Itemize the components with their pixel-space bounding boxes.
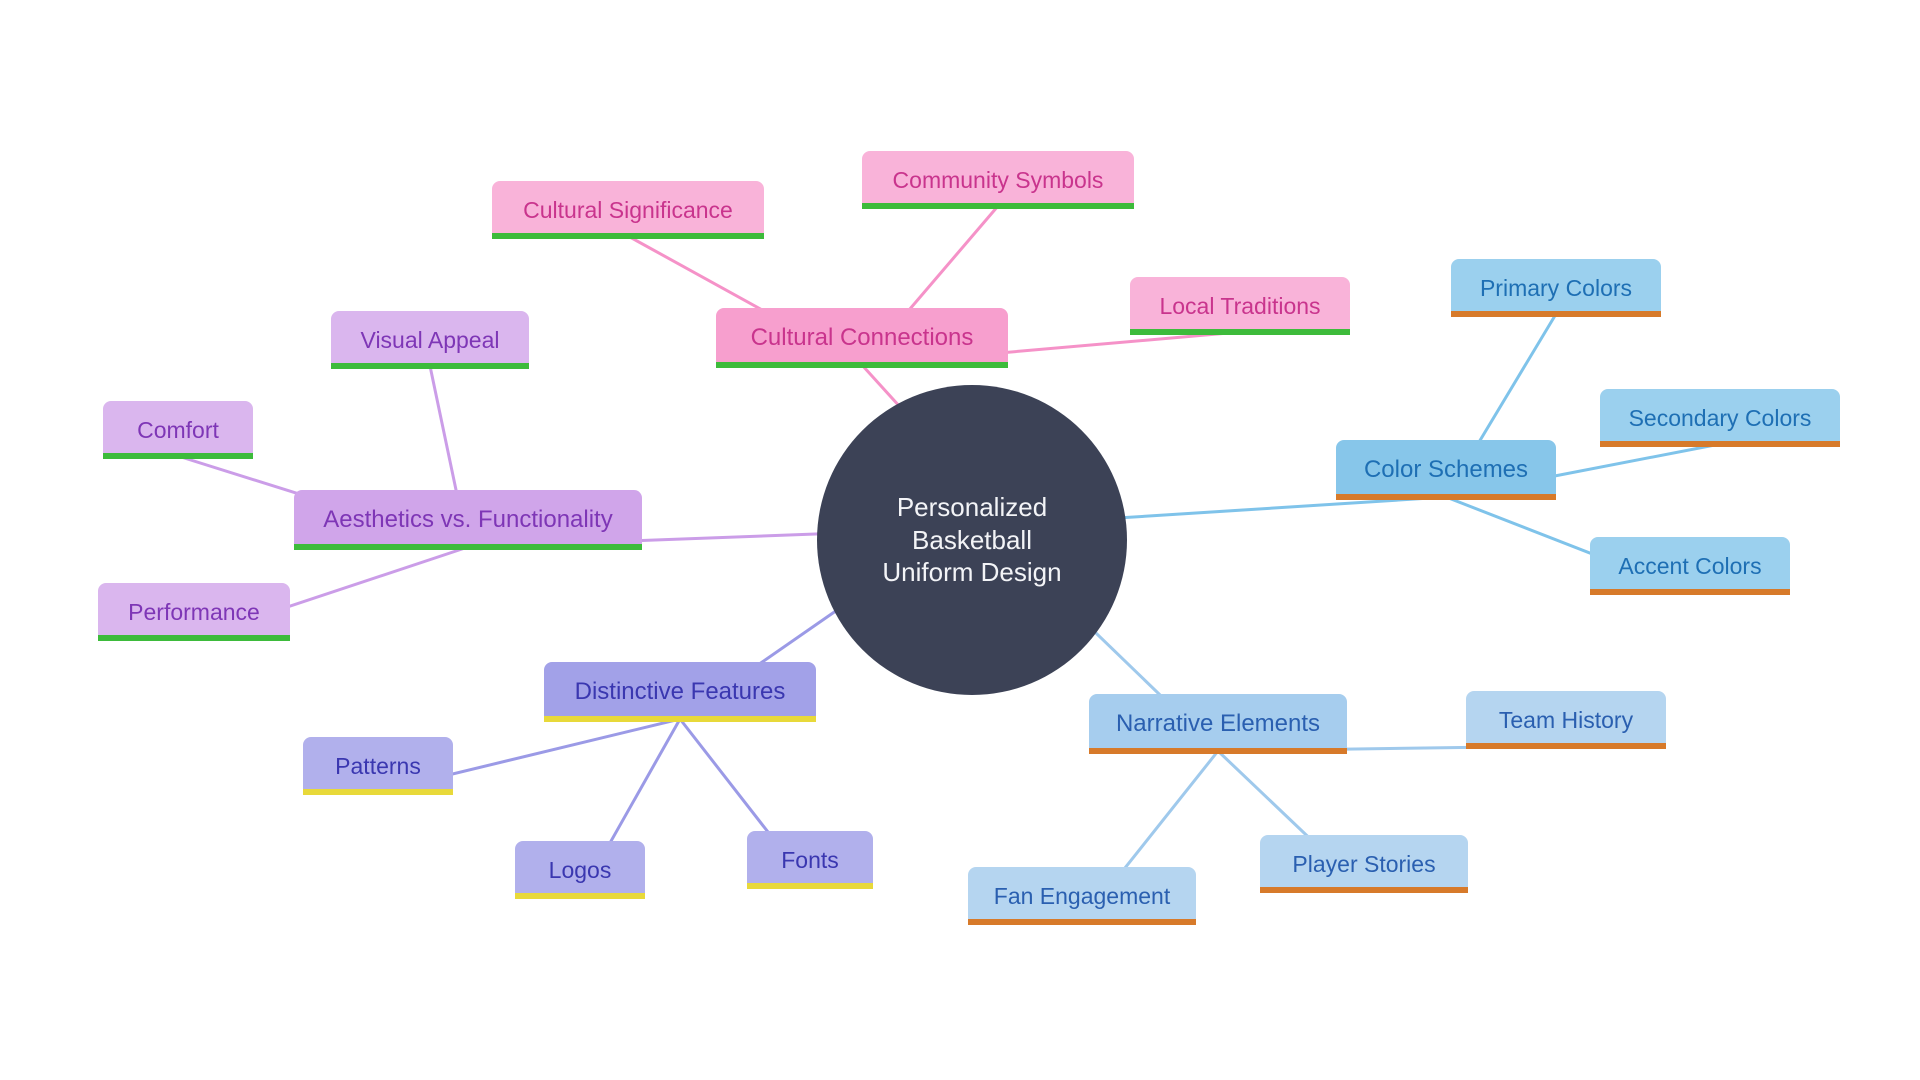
node-label: Player Stories	[1292, 851, 1435, 878]
node-label: Accent Colors	[1618, 553, 1761, 580]
node-underline	[1451, 311, 1661, 317]
center-node: Personalized BasketballUniform Design	[817, 385, 1127, 695]
node-label: Community Symbols	[893, 167, 1104, 194]
node-underline	[98, 635, 290, 641]
node-visual-appeal: Visual Appeal	[331, 311, 529, 369]
node-accent-colors: Accent Colors	[1590, 537, 1790, 595]
node-label: Performance	[128, 599, 260, 626]
node-underline	[1466, 743, 1666, 749]
node-local-traditions: Local Traditions	[1130, 277, 1350, 335]
node-label: Distinctive Features	[575, 678, 786, 706]
node-label: Narrative Elements	[1116, 710, 1320, 738]
node-underline	[862, 203, 1134, 209]
node-label: Comfort	[137, 417, 219, 444]
node-underline	[1336, 494, 1556, 500]
node-underline	[294, 544, 642, 550]
node-label: Local Traditions	[1159, 293, 1320, 320]
node-underline	[716, 362, 1008, 368]
node-comfort: Comfort	[103, 401, 253, 459]
node-label: Primary Colors	[1480, 275, 1632, 302]
node-label: Aesthetics vs. Functionality	[323, 506, 612, 534]
node-underline	[1089, 748, 1347, 754]
node-team-history: Team History	[1466, 691, 1666, 749]
node-primary-colors: Primary Colors	[1451, 259, 1661, 317]
node-label: Team History	[1499, 707, 1633, 734]
node-label: Cultural Connections	[751, 324, 974, 352]
node-label: Cultural Significance	[523, 197, 733, 224]
node-underline	[1600, 441, 1840, 447]
node-label: Fonts	[781, 847, 839, 874]
node-player-stories: Player Stories	[1260, 835, 1468, 893]
mindmap-canvas: Personalized BasketballUniform Design Cul…	[0, 0, 1920, 1080]
node-cultural-significance: Cultural Significance	[492, 181, 764, 239]
node-color-schemes: Color Schemes	[1336, 440, 1556, 500]
node-distinctive: Distinctive Features	[544, 662, 816, 722]
node-underline	[747, 883, 873, 889]
node-underline	[1260, 887, 1468, 893]
node-underline	[303, 789, 453, 795]
node-underline	[968, 919, 1196, 925]
node-underline	[544, 716, 816, 722]
node-fan-engagement: Fan Engagement	[968, 867, 1196, 925]
node-underline	[515, 893, 645, 899]
node-patterns: Patterns	[303, 737, 453, 795]
node-cultural: Cultural Connections	[716, 308, 1008, 368]
node-underline	[1590, 589, 1790, 595]
node-performance: Performance	[98, 583, 290, 641]
node-underline	[331, 363, 529, 369]
node-underline	[1130, 329, 1350, 335]
node-underline	[492, 233, 764, 239]
node-label: Visual Appeal	[361, 327, 500, 354]
node-fonts: Fonts	[747, 831, 873, 889]
node-secondary-colors: Secondary Colors	[1600, 389, 1840, 447]
node-label: Color Schemes	[1364, 456, 1528, 484]
node-aesthetics: Aesthetics vs. Functionality	[294, 490, 642, 550]
node-label: Logos	[549, 857, 612, 884]
node-label: Secondary Colors	[1629, 405, 1812, 432]
node-narrative: Narrative Elements	[1089, 694, 1347, 754]
center-label: Personalized BasketballUniform Design	[845, 491, 1099, 589]
node-underline	[103, 453, 253, 459]
node-community-symbols: Community Symbols	[862, 151, 1134, 209]
node-logos: Logos	[515, 841, 645, 899]
node-label: Fan Engagement	[994, 883, 1170, 910]
node-label: Patterns	[335, 753, 421, 780]
